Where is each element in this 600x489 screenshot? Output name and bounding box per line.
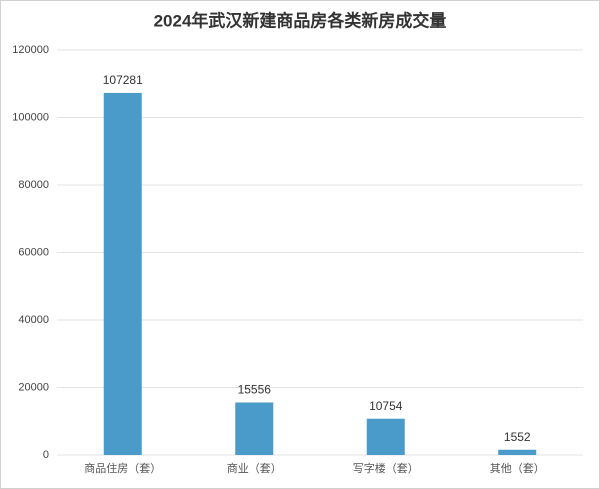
- y-tick-label: 120000: [12, 44, 49, 56]
- data-label: 15556: [238, 383, 272, 397]
- y-tick-label: 40000: [18, 314, 49, 326]
- bar: [235, 402, 274, 455]
- y-tick-label: 20000: [18, 381, 49, 393]
- y-tick-label: 60000: [18, 246, 49, 258]
- bar: [366, 418, 405, 455]
- x-tick-label: 商品住房（套）: [84, 461, 161, 475]
- data-label: 1552: [504, 430, 531, 444]
- bar: [103, 92, 142, 455]
- y-tick-label: 0: [43, 449, 49, 461]
- data-label: 10754: [369, 399, 403, 413]
- x-tick-label: 写字楼（套）: [353, 461, 419, 475]
- y-tick-label: 80000: [18, 179, 49, 191]
- x-tick-label: 其他（套）: [490, 462, 545, 475]
- chart-title: 2024年武汉新建商品房各类新房成交量: [154, 10, 447, 30]
- data-label: 107281: [103, 73, 143, 87]
- bar: [498, 449, 537, 455]
- x-tick-label: 商业（套）: [227, 461, 282, 475]
- y-tick-label: 100000: [12, 111, 49, 123]
